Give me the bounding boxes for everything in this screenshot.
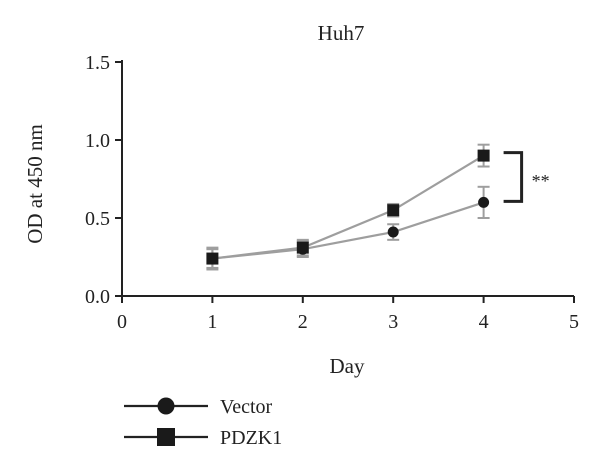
legend-item-vector: Vector [124, 396, 273, 418]
data-point-pdzk1 [296, 241, 309, 254]
legend-circle-marker [157, 397, 175, 415]
legend-label: Vector [220, 396, 273, 418]
significance-bracket: ** [503, 151, 550, 203]
x-tick-label: 4 [479, 311, 489, 333]
legend-item-pdzk1: PDZK1 [124, 427, 282, 449]
x-tick-label: 2 [298, 311, 308, 333]
series-lines [212, 154, 485, 260]
legend-label: PDZK1 [220, 427, 282, 449]
x-ticks: 0 1 2 3 4 5 [117, 296, 579, 333]
legend: Vector PDZK1 [124, 396, 282, 449]
x-tick-label: 0 [117, 311, 127, 333]
x-axis-label: Day [330, 354, 365, 378]
chart-title: Huh7 [318, 21, 365, 45]
series-line-vector [212, 201, 484, 260]
data-point-pdzk1 [387, 204, 400, 217]
data-point-vector [478, 196, 490, 208]
data-point-pdzk1 [206, 252, 219, 265]
data-point-vector [387, 226, 399, 238]
legend-square-marker [157, 428, 175, 446]
significance-label: ** [532, 171, 550, 191]
y-axis-label: OD at 450 nm [23, 124, 47, 244]
error-bars [206, 143, 490, 271]
series-line-pdzk1 [212, 154, 485, 260]
y-tick-label: 0.0 [85, 286, 110, 308]
y-ticks: 0.0 0.5 1.0 1.5 [85, 52, 122, 308]
y-tick-label: 1.5 [85, 52, 110, 74]
x-tick-label: 1 [207, 311, 217, 333]
data-point-pdzk1 [477, 149, 490, 162]
y-tick-label: 1.0 [85, 130, 110, 152]
x-tick-label: 3 [388, 311, 398, 333]
y-tick-label: 0.5 [85, 208, 110, 230]
data-markers [206, 149, 490, 265]
bracket-line [503, 151, 524, 203]
x-tick-label: 5 [569, 311, 579, 333]
